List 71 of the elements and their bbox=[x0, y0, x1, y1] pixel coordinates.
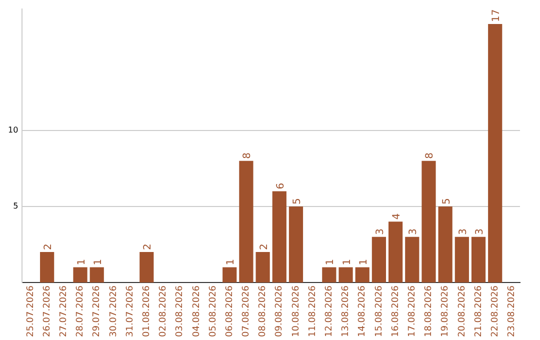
x-tick-label: 26.07.2026 bbox=[42, 285, 52, 337]
data-label: 1 bbox=[76, 258, 88, 266]
x-tick-label: 31.07.2026 bbox=[125, 285, 136, 337]
bar bbox=[322, 267, 336, 282]
x-tick-label: 14.08.2026 bbox=[358, 285, 368, 337]
data-label: 1 bbox=[358, 258, 370, 266]
bar bbox=[338, 267, 353, 282]
x-tick-label: 30.07.2026 bbox=[108, 285, 119, 337]
data-label: 4 bbox=[392, 213, 403, 220]
data-label: 2 bbox=[43, 244, 54, 250]
data-label: 1 bbox=[342, 258, 353, 266]
x-tick-label: 11.08.2026 bbox=[308, 285, 318, 337]
x-tick-label: 18.08.2026 bbox=[424, 285, 434, 337]
data-label: 3 bbox=[374, 228, 386, 235]
bar bbox=[405, 236, 420, 282]
bar bbox=[471, 236, 486, 282]
data-label: 8 bbox=[424, 152, 436, 159]
bar bbox=[488, 24, 502, 282]
bar bbox=[40, 252, 54, 282]
bar bbox=[73, 267, 88, 282]
x-tick-label: 17.08.2026 bbox=[407, 285, 418, 337]
x-tick-label: 08.08.2026 bbox=[258, 285, 268, 337]
bar bbox=[140, 252, 154, 282]
x-tick-label: 28.07.2026 bbox=[76, 285, 86, 337]
data-label: 17 bbox=[491, 9, 502, 22]
x-tick-label: 21.08.2026 bbox=[474, 285, 484, 337]
x-tick-label: 29.07.2026 bbox=[92, 285, 102, 337]
y-tick-label: 10 bbox=[8, 126, 18, 135]
data-label: 2 bbox=[142, 244, 154, 250]
bar bbox=[90, 267, 104, 282]
bar bbox=[256, 252, 270, 282]
x-tick-label: 03.08.2026 bbox=[175, 285, 186, 337]
x-tick-label: 22.08.2026 bbox=[490, 285, 500, 337]
x-tick-label: 02.08.2026 bbox=[158, 285, 169, 337]
x-tick-label: 25.07.2026 bbox=[26, 285, 36, 337]
bar bbox=[222, 267, 237, 282]
x-tick-label: 05.08.2026 bbox=[208, 285, 218, 337]
x-tick-label: 19.08.2026 bbox=[440, 285, 451, 337]
data-label: 1 bbox=[226, 258, 237, 266]
x-tick-label: 20.08.2026 bbox=[457, 285, 468, 337]
bar bbox=[355, 267, 370, 282]
data-label: 8 bbox=[242, 152, 254, 159]
bar bbox=[454, 236, 469, 282]
x-tick-label: 13.08.2026 bbox=[341, 285, 352, 337]
data-label: 1 bbox=[92, 258, 104, 266]
x-tick-label: 07.08.2026 bbox=[242, 285, 252, 337]
x-tick-label: 04.08.2026 bbox=[192, 285, 202, 337]
data-label: 2 bbox=[258, 244, 270, 250]
data-label: 5 bbox=[292, 198, 303, 204]
x-tick-label: 09.08.2026 bbox=[274, 285, 285, 337]
bar bbox=[239, 160, 254, 282]
x-tick-label: 23.08.2026 bbox=[507, 285, 518, 337]
bar bbox=[288, 206, 304, 282]
x-tick-label: 10.08.2026 bbox=[291, 285, 302, 337]
bar bbox=[272, 191, 286, 282]
data-label: 3 bbox=[474, 228, 486, 235]
x-tick-label: 12.08.2026 bbox=[324, 285, 335, 337]
x-tick-label: 01.08.2026 bbox=[142, 285, 152, 337]
x-tick-label: 15.08.2026 bbox=[374, 285, 384, 337]
bar bbox=[372, 236, 386, 282]
bar bbox=[438, 206, 452, 282]
x-tick-label: 16.08.2026 bbox=[390, 285, 401, 337]
data-label: 6 bbox=[275, 182, 286, 190]
data-label: 1 bbox=[325, 258, 336, 266]
data-label: 5 bbox=[441, 198, 452, 204]
bar bbox=[388, 222, 403, 282]
x-tick-label: 06.08.2026 bbox=[224, 285, 235, 337]
data-label: 3 bbox=[408, 228, 420, 235]
bar bbox=[422, 160, 436, 282]
x-tick-label: 27.07.2026 bbox=[59, 285, 70, 337]
data-label: 3 bbox=[458, 228, 469, 235]
